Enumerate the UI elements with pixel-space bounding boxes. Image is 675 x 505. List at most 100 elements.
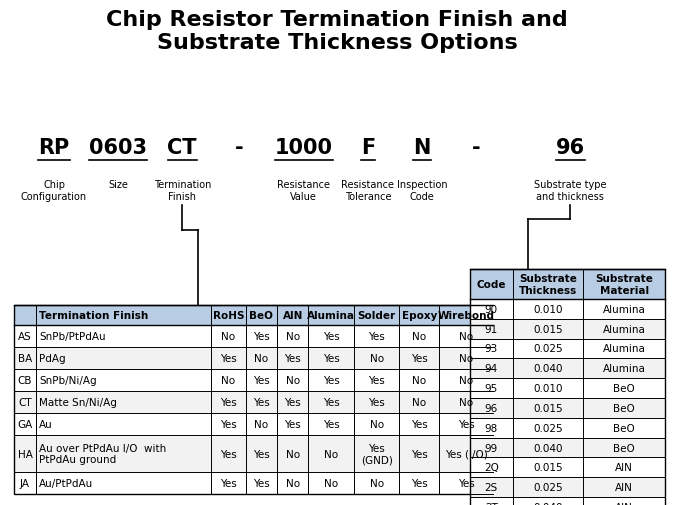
- Text: Termination
Finish: Termination Finish: [153, 180, 211, 201]
- Text: No: No: [324, 449, 338, 459]
- Bar: [470, 359, 665, 378]
- Text: 0.010: 0.010: [533, 305, 563, 314]
- Text: -: -: [472, 138, 480, 158]
- Text: 91: 91: [485, 324, 498, 334]
- Text: 96: 96: [485, 403, 498, 413]
- Text: Alumina: Alumina: [603, 324, 646, 334]
- Text: 1000: 1000: [275, 138, 333, 158]
- Text: SnPb/Ni/Ag: SnPb/Ni/Ag: [39, 375, 97, 385]
- Text: Yes: Yes: [458, 419, 475, 429]
- Text: Substrate
Material: Substrate Material: [595, 274, 653, 295]
- Bar: [14, 347, 493, 369]
- Text: 0.025: 0.025: [533, 423, 563, 433]
- Text: Chip
Configuration: Chip Configuration: [21, 180, 87, 201]
- Bar: [14, 391, 493, 413]
- Text: No: No: [369, 478, 383, 488]
- Bar: [14, 473, 493, 494]
- Text: Yes: Yes: [253, 375, 270, 385]
- Text: AS: AS: [18, 331, 32, 341]
- Text: AlN: AlN: [283, 311, 303, 320]
- Text: BeO: BeO: [614, 403, 635, 413]
- Text: 90: 90: [485, 305, 498, 314]
- Text: No: No: [412, 375, 427, 385]
- Text: Matte Sn/Ni/Ag: Matte Sn/Ni/Ag: [39, 397, 117, 407]
- Text: 0.015: 0.015: [533, 403, 563, 413]
- Bar: [470, 418, 665, 438]
- Text: GA: GA: [18, 419, 32, 429]
- Text: Yes: Yes: [411, 354, 428, 363]
- Text: SnPb/PtPdAu: SnPb/PtPdAu: [39, 331, 105, 341]
- Text: Yes: Yes: [253, 397, 270, 407]
- Text: BeO: BeO: [614, 383, 635, 393]
- Text: No: No: [412, 331, 427, 341]
- Text: Epoxy: Epoxy: [402, 311, 437, 320]
- Text: Yes: Yes: [253, 449, 270, 459]
- Text: 0.040: 0.040: [533, 502, 563, 505]
- Text: Au/PtPdAu: Au/PtPdAu: [39, 478, 93, 488]
- Text: Yes: Yes: [369, 397, 385, 407]
- Text: No: No: [369, 354, 383, 363]
- Text: No: No: [254, 419, 269, 429]
- Text: 0.025: 0.025: [533, 344, 563, 354]
- Bar: [14, 306, 493, 494]
- Text: RP: RP: [38, 138, 70, 158]
- Text: 0.015: 0.015: [533, 324, 563, 334]
- Text: No: No: [221, 375, 236, 385]
- Text: Au: Au: [39, 419, 53, 429]
- Text: F: F: [360, 138, 375, 158]
- Bar: [470, 497, 665, 505]
- Bar: [470, 378, 665, 398]
- Text: Yes: Yes: [220, 397, 237, 407]
- Text: BeO: BeO: [614, 423, 635, 433]
- Text: Yes: Yes: [369, 331, 385, 341]
- Text: Yes: Yes: [220, 354, 237, 363]
- Bar: [470, 438, 665, 458]
- Text: No: No: [459, 375, 473, 385]
- Text: Yes: Yes: [284, 397, 301, 407]
- Text: No: No: [286, 449, 300, 459]
- Text: N: N: [413, 138, 431, 158]
- Text: BeO: BeO: [614, 442, 635, 452]
- Text: No: No: [459, 397, 473, 407]
- Text: No: No: [254, 354, 269, 363]
- Text: Inspection
Code: Inspection Code: [397, 180, 447, 201]
- Text: Yes: Yes: [323, 397, 340, 407]
- Text: Yes: Yes: [220, 449, 237, 459]
- Bar: [470, 458, 665, 477]
- Text: Yes: Yes: [323, 354, 340, 363]
- Bar: [470, 299, 665, 319]
- Text: CT: CT: [18, 397, 32, 407]
- Text: 0.040: 0.040: [533, 442, 563, 452]
- Text: Yes: Yes: [369, 375, 385, 385]
- Text: 98: 98: [485, 423, 498, 433]
- Text: No: No: [324, 478, 338, 488]
- Text: -: -: [236, 138, 244, 158]
- Text: Au over PtPdAu I/O  with
PtPdAu ground: Au over PtPdAu I/O with PtPdAu ground: [39, 443, 166, 465]
- Text: 0603: 0603: [89, 138, 147, 158]
- Text: Substrate
Thickness: Substrate Thickness: [519, 274, 577, 295]
- Text: No: No: [459, 331, 473, 341]
- Bar: [470, 477, 665, 497]
- Text: No: No: [412, 397, 427, 407]
- Text: Yes: Yes: [323, 331, 340, 341]
- Text: No: No: [286, 478, 300, 488]
- Text: Alumina: Alumina: [307, 311, 355, 320]
- Text: 94: 94: [485, 364, 498, 374]
- Text: PdAg: PdAg: [39, 354, 65, 363]
- Text: RoHS: RoHS: [213, 311, 244, 320]
- Text: CB: CB: [18, 375, 32, 385]
- Text: Yes: Yes: [411, 419, 428, 429]
- Text: AlN: AlN: [616, 463, 633, 472]
- Text: 0.025: 0.025: [533, 482, 563, 492]
- Bar: [14, 325, 493, 347]
- Text: Resistance
Value: Resistance Value: [277, 180, 330, 201]
- Text: Yes: Yes: [284, 419, 301, 429]
- Text: No: No: [221, 331, 236, 341]
- Text: HA: HA: [18, 449, 32, 459]
- Text: Termination Finish: Termination Finish: [39, 311, 148, 320]
- Bar: [14, 413, 493, 435]
- Text: Substrate type
and thickness: Substrate type and thickness: [534, 180, 607, 201]
- Text: BeO: BeO: [250, 311, 273, 320]
- Text: Yes: Yes: [253, 331, 270, 341]
- Text: No: No: [369, 419, 383, 429]
